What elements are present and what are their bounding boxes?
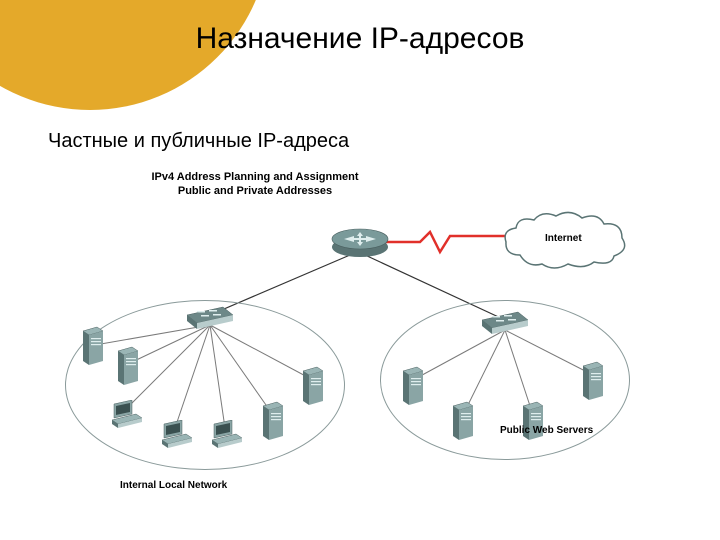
- router-icon: [330, 225, 390, 259]
- network-diagram: IPv4 Address Planning and Assignment Pub…: [60, 170, 660, 510]
- pc-icon: [110, 400, 144, 435]
- server-icon: [80, 325, 106, 372]
- pc-icon: [160, 420, 194, 455]
- public-web-servers-label: Public Web Servers: [500, 425, 593, 436]
- switch-icon: [480, 310, 530, 336]
- server-icon: [115, 345, 141, 392]
- pc-icon: [210, 420, 244, 455]
- page-subtitle: Частные и публичные IP-адреса: [48, 130, 349, 153]
- page-title: Назначение IP-адресов: [0, 22, 720, 56]
- internal-local-network-label: Internal Local Network: [120, 480, 227, 491]
- internet-label: Internet: [545, 233, 582, 244]
- wan-link: [385, 232, 505, 252]
- switch-icon: [185, 305, 235, 331]
- server-icon: [300, 365, 326, 412]
- server-icon: [400, 365, 426, 412]
- server-icon: [520, 400, 546, 447]
- server-icon: [580, 360, 606, 407]
- server-icon: [450, 400, 476, 447]
- server-icon: [260, 400, 286, 447]
